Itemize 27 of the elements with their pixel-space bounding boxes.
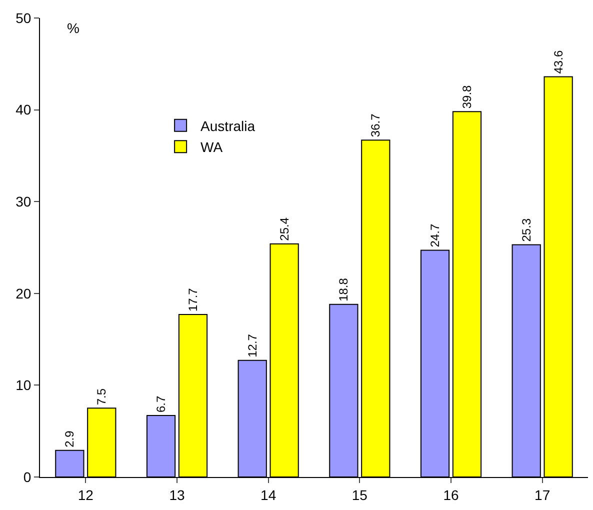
x-tick-label: 14 <box>260 486 276 503</box>
data-label: 25.4 <box>277 217 292 241</box>
data-label: 7.5 <box>94 388 109 406</box>
data-label: 12.7 <box>245 334 260 358</box>
data-label: 2.9 <box>62 430 77 448</box>
y-tick-label: 0 <box>23 468 32 485</box>
y-tick-label: 30 <box>16 194 32 210</box>
x-tick-label: 15 <box>352 486 368 503</box>
y-tick-label: 20 <box>16 285 32 302</box>
data-label: 17.7 <box>186 288 200 312</box>
data-label: 18.8 <box>336 278 351 302</box>
data-label: 36.7 <box>368 113 383 138</box>
y-tick-label: 40 <box>16 102 32 118</box>
data-label: 43.6 <box>551 50 566 74</box>
legend-label: Australia <box>200 118 256 134</box>
y-axis-title: % <box>67 20 80 36</box>
data-label: 25.3 <box>519 218 534 242</box>
data-label: 6.7 <box>154 395 168 412</box>
y-tick-label: 50 <box>16 10 32 26</box>
x-tick-label: 13 <box>169 486 185 503</box>
x-tick-label: 16 <box>443 486 459 503</box>
data-label: 39.8 <box>460 84 474 109</box>
legend-label: WA <box>200 139 224 156</box>
data-label: 24.7 <box>428 224 442 248</box>
x-tick-label: 12 <box>78 486 94 503</box>
y-tick-label: 10 <box>16 377 32 394</box>
x-tick-label: 17 <box>534 486 550 503</box>
